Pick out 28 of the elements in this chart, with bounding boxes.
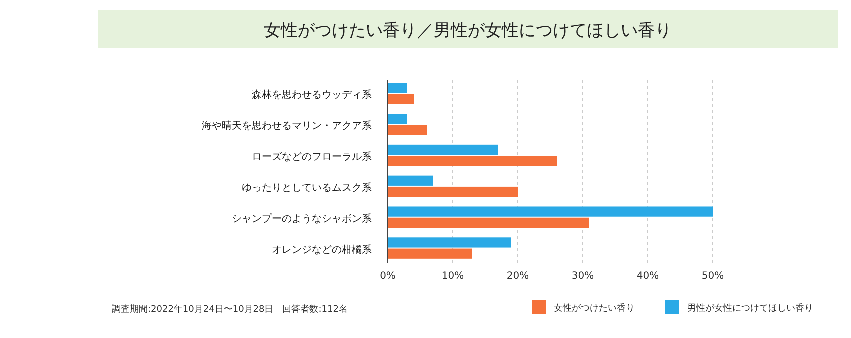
bar: [388, 186, 518, 198]
y-tick-label: ゆったりとしているムスク系: [242, 182, 372, 194]
bar: [388, 248, 472, 259]
x-tick-label: 40%: [636, 271, 660, 282]
x-tick-label: 30%: [572, 271, 594, 282]
bar: [388, 144, 498, 156]
bar: [388, 238, 512, 248]
bar: [388, 83, 408, 94]
bar: [388, 218, 590, 228]
y-tick-label: 海や晴天を思わせるマリン・アクア系: [202, 120, 372, 132]
chart-title: 女性がつけたい香り／男性が女性につけてほしい香り: [264, 21, 672, 41]
y-tick-label: 森林を思わせるウッディ系: [252, 89, 372, 102]
y-tick-label: シャンプーのようなシャボン系: [232, 212, 372, 225]
legend-label: 女性がつけたい香り: [554, 303, 635, 314]
x-tick-label: 10%: [442, 271, 464, 282]
bar: [388, 114, 408, 124]
bar: [388, 206, 713, 217]
y-tick-label: ローズなどのフローラル系: [252, 151, 372, 164]
legend-label: 男性が女性につけてほしい香り: [688, 303, 814, 314]
x-tick-label: 20%: [506, 271, 530, 282]
y-tick-label: オレンジなどの柑橘系: [272, 244, 372, 256]
bar: [388, 156, 557, 166]
bar: [388, 125, 427, 136]
text: 調査期間:2022年10月24日〜10月28日 回答者数:112名: [112, 304, 348, 315]
bar: [388, 176, 434, 186]
x-tick-label: 0%: [380, 271, 396, 282]
bar: [388, 94, 414, 104]
x-tick-label: 50%: [702, 271, 724, 282]
